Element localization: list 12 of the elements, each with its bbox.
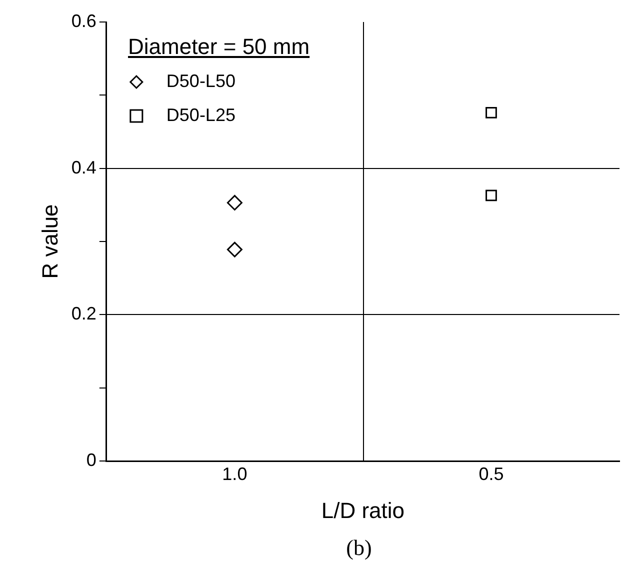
x-axis-title: L/D ratio <box>321 498 405 523</box>
legend-label: D50-L25 <box>166 104 236 125</box>
y-axis-title: R value <box>37 204 62 279</box>
text: (b) <box>345 535 373 561</box>
y-tick-label: 0.6 <box>71 10 96 31</box>
legend-label: D50-L50 <box>166 70 236 91</box>
x-tick-label: 0.5 <box>478 464 504 484</box>
y-tick-label: 0 <box>86 450 96 470</box>
y-tick-label: 0.2 <box>71 304 96 324</box>
x-tick-label: 1.0 <box>222 464 248 484</box>
y-tick-label: 0.4 <box>71 157 96 178</box>
legend-title: Diameter = 50 mm <box>128 34 310 60</box>
